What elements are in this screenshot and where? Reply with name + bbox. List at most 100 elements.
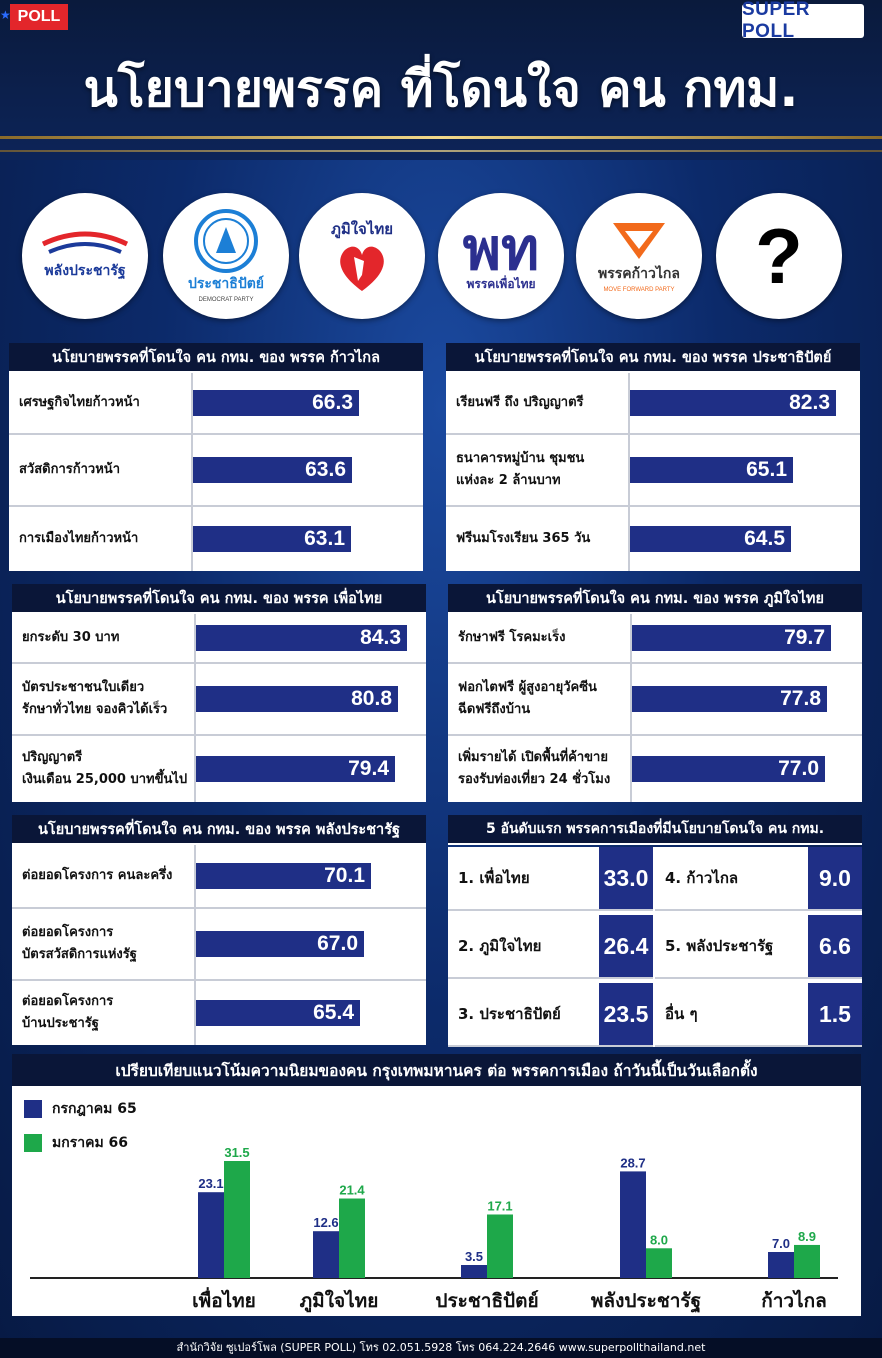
- super-poll-logo: SUPER POLL: [742, 0, 864, 42]
- bar-value-label: 31.5: [224, 1145, 249, 1160]
- policy-bar: 64.5: [630, 526, 791, 552]
- chart-canvas: 23.1 31.5 เพื่อไทย 12.6 21.4 ภูมิใจไทย 3.5 17.1…: [30, 1145, 838, 1314]
- policy-label: เรียนฟรี ถึง ปริญญาตรี: [456, 395, 584, 410]
- logo-sub: MOVE FORWARD PARTY: [603, 287, 675, 293]
- policy-label: ต่อยอดโครงการ บ้านประชารัฐ: [22, 994, 114, 1031]
- policy-bar: 84.3: [196, 625, 407, 651]
- bar-value-label: 17.1: [487, 1198, 512, 1213]
- policy-label: เศรษฐกิจไทยก้าวหน้า: [19, 395, 140, 410]
- policy-bar: 79.4: [196, 756, 395, 782]
- ranking-value: 33.0: [599, 847, 653, 909]
- policy-row: ต่อยอดโครงการ บ้านประชารัฐ 65.4: [12, 981, 426, 1045]
- panel-title: นโยบายพรรคที่โดนใจ คน กทม. ของ พรรค ประช…: [446, 343, 860, 373]
- policy-label: ฟรีนมโรงเรียน 365 วัน: [456, 531, 591, 546]
- ranking-grid: 1. เพื่อไทย 33.0 2. ภูมิใจไทย 26.4 3. ปร…: [448, 847, 862, 1047]
- svg-text:พท: พท: [463, 219, 539, 275]
- ranking-value: 26.4: [599, 915, 653, 977]
- policy-label: ปริญญาตรี เงินเดือน 25,000 บาทขึ้นไป: [22, 750, 188, 787]
- question-mark-icon: ?: [755, 211, 803, 300]
- header: [0, 0, 882, 160]
- panel-title: นโยบายพรรคที่โดนใจ คน กทม. ของ พรรค พลัง…: [12, 815, 426, 845]
- bar-value-label: 7.0: [772, 1236, 790, 1251]
- policy-bar: 77.0: [632, 756, 825, 782]
- bar-value-label: 28.7: [620, 1155, 645, 1170]
- policy-bar: 63.6: [193, 457, 352, 483]
- poll-badge: POLL: [10, 4, 68, 30]
- policy-label: สวัสดิการก้าวหน้า: [19, 462, 120, 477]
- logo-palang-pracharat: พลังประชารัฐ: [22, 193, 148, 319]
- panel-top5-ranking: 5 อันดับแรก พรรคการเมืองที่มีนโยบายโดนใจ…: [448, 815, 862, 1047]
- ranking-item: 1. เพื่อไทย 33.0: [448, 847, 653, 911]
- comparison-chart: กรกฎาคม 65 มกราคม 66 23.1 31.5 เพื่อไทย 12.…: [12, 1086, 861, 1316]
- logo-unknown: ?: [716, 193, 842, 319]
- policy-bar: 63.1: [193, 526, 351, 552]
- logo-label: พลังประชารัฐ: [44, 263, 126, 279]
- legend-item-jan66: มกราคม 66: [24, 1132, 128, 1154]
- ranking-value: 9.0: [808, 847, 862, 909]
- category-label: ภูมิใจไทย: [300, 1289, 379, 1313]
- policy-bar: 79.7: [632, 625, 831, 651]
- footer-contact: สำนักวิจัย ซูเปอร์โพล (SUPER POLL) โทร 0…: [0, 1338, 882, 1358]
- ranking-label: 5. พลังประชารัฐ: [665, 937, 774, 955]
- bar-jan66: [646, 1248, 672, 1278]
- policy-label: ฟอกไตฟรี ผู้สูงอายุวัคซีน ฉีดฟรีถึงบ้าน: [458, 680, 597, 717]
- logo-label: พรรคเพื่อไทย: [466, 276, 536, 291]
- policy-bar: 65.1: [630, 457, 793, 483]
- policy-row: ฟรีนมโรงเรียน 365 วัน 64.5: [446, 507, 860, 571]
- panel-title: นโยบายพรรคที่โดนใจ คน กทม. ของ พรรค เพื่…: [12, 584, 426, 614]
- bar-value-label: 23.1: [198, 1176, 223, 1191]
- bar-value-label: 8.0: [650, 1232, 668, 1247]
- policy-row: ยกระดับ 30 บาท 84.3: [12, 614, 426, 664]
- legend-item-jul65: กรกฎาคม 65: [24, 1098, 137, 1120]
- bar-jul65: [198, 1192, 224, 1278]
- policy-label: เพิ่มรายได้ เปิดพื้นที่ค้าขาย รองรับท่อง…: [458, 750, 611, 787]
- ranking-label: อื่น ๆ: [665, 1005, 698, 1023]
- policy-label: ต่อยอดโครงการ บัตรสวัสดิการแห่งรัฐ: [22, 925, 137, 962]
- gold-divider-thin: [0, 150, 882, 152]
- logo-move-forward: พรรคก้าวไกล MOVE FORWARD PARTY: [576, 193, 702, 319]
- ranking-item: 2. ภูมิใจไทย 26.4: [448, 915, 653, 979]
- panel-bhumjaithai: นโยบายพรรคที่โดนใจ คน กทม. ของ พรรค ภูมิ…: [448, 584, 862, 802]
- bar-jan66: [487, 1214, 513, 1278]
- panel-move-forward: นโยบายพรรคที่โดนใจ คน กทม. ของ พรรค ก้าว…: [9, 343, 423, 571]
- logo-sub: DEMOCRAT PARTY: [198, 297, 254, 303]
- star-icon: ★: [0, 8, 11, 22]
- logo-label: ภูมิใจไทย: [330, 220, 394, 238]
- bar-jan66: [339, 1198, 365, 1278]
- policy-label: การเมืองไทยก้าวหน้า: [19, 531, 139, 546]
- policy-label: ต่อยอดโครงการ คนละครึ่ง: [22, 868, 173, 883]
- policy-row: ปริญญาตรี เงินเดือน 25,000 บาทขึ้นไป 79.…: [12, 736, 426, 802]
- democrat-emblem-icon: [194, 209, 258, 273]
- policy-row: เรียนฟรี ถึง ปริญญาตรี 82.3: [446, 373, 860, 435]
- policy-label: บัตรประชาชนใบเดียว รักษาทั่วไทย จองคิวได…: [22, 680, 168, 717]
- policy-label: ยกระดับ 30 บาท: [22, 630, 120, 645]
- ranking-label: 1. เพื่อไทย: [458, 869, 530, 887]
- policy-row: เพิ่มรายได้ เปิดพื้นที่ค้าขาย รองรับท่อง…: [448, 736, 862, 802]
- bar-jul65: [620, 1171, 646, 1278]
- heart-map-icon: [340, 246, 384, 291]
- panel-title: นโยบายพรรคที่โดนใจ คน กทม. ของ พรรค ภูมิ…: [448, 584, 862, 614]
- policy-bar: 67.0: [196, 931, 364, 957]
- logo-bhumjaithai: ภูมิใจไทย: [299, 193, 425, 319]
- ranking-item: 4. ก้าวไกล 9.0: [655, 847, 862, 911]
- policy-row: รักษาฟรี โรคมะเร็ง 79.7: [448, 614, 862, 664]
- bar-jan66: [224, 1161, 250, 1278]
- move-forward-arrow-icon: [613, 223, 665, 259]
- ranking-title: 5 อันดับแรก พรรคการเมืองที่มีนโยบายโดนใจ…: [448, 815, 862, 845]
- ranking-value: 1.5: [808, 983, 862, 1045]
- policy-bar: 65.4: [196, 1000, 360, 1026]
- policy-bar: 66.3: [193, 390, 359, 416]
- legend-swatch: [24, 1100, 42, 1118]
- panel-title: นโยบายพรรคที่โดนใจ คน กทม. ของ พรรค ก้าว…: [9, 343, 423, 373]
- bar-jul65: [768, 1252, 794, 1278]
- policy-row: ต่อยอดโครงการ คนละครึ่ง 70.1: [12, 845, 426, 909]
- ranking-label: 4. ก้าวไกล: [665, 869, 739, 887]
- chart-title: เปรียบเทียบแนวโน้มความนิยมของคน กรุงเทพม…: [12, 1054, 861, 1086]
- panel-palang-pracharat: นโยบายพรรคที่โดนใจ คน กทม. ของ พรรค พลัง…: [12, 815, 426, 1045]
- policy-label: ธนาคารหมู่บ้าน ชุมชน แห่งละ 2 ล้านบาท: [456, 451, 585, 488]
- logo-label: ประชาธิปัตย์: [187, 276, 264, 292]
- policy-bar: 80.8: [196, 686, 398, 712]
- logo-pheu-thai: พท พรรคเพื่อไทย: [438, 193, 564, 319]
- policy-row: ฟอกไตฟรี ผู้สูงอายุวัคซีน ฉีดฟรีถึงบ้าน …: [448, 664, 862, 736]
- policy-row: ต่อยอดโครงการ บัตรสวัสดิการแห่งรัฐ 67.0: [12, 909, 426, 981]
